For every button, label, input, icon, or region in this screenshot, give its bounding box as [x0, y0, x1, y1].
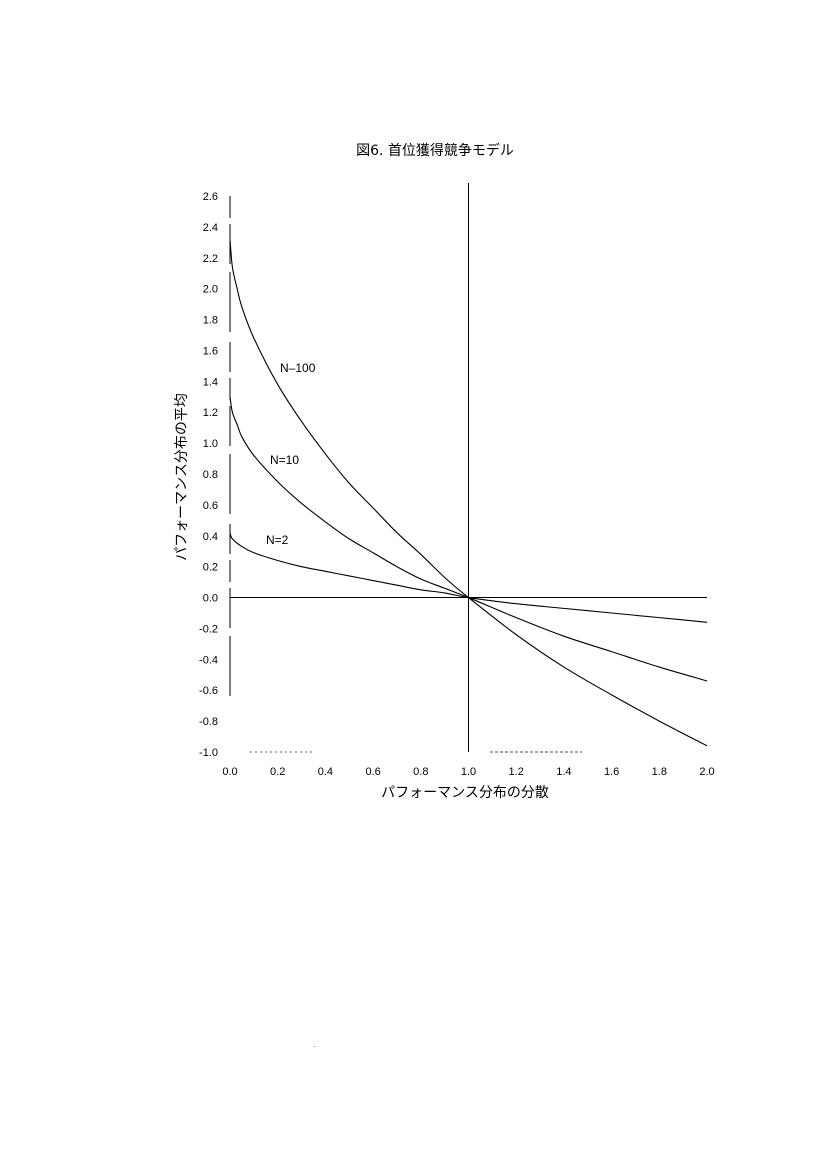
series-curve-n2 — [229, 532, 708, 623]
x-tick-label: 0.6 — [365, 766, 380, 778]
y-tick-label: 2.2 — [203, 253, 218, 265]
y-tick-label: -0.8 — [199, 716, 218, 728]
y-tick-label: -0.4 — [199, 654, 218, 666]
series-label-n100: N–100 — [280, 361, 316, 375]
scan-speck: . — [313, 1040, 316, 1049]
x-tick-label: 2.0 — [699, 766, 714, 778]
y-tick-label: -0.2 — [199, 623, 218, 635]
y-tick-label: 0.0 — [203, 593, 218, 605]
y-tick-label: 0.4 — [203, 531, 218, 543]
x-tick-label: 0.2 — [270, 766, 285, 778]
y-tick-label: 1.6 — [203, 345, 218, 357]
y-tick-label: 0.2 — [203, 562, 218, 574]
x-tick-label: 0.0 — [222, 766, 237, 778]
series-label-n2: N=2 — [266, 533, 289, 547]
x-tick-label: 1.0 — [461, 766, 476, 778]
x-tick-label: 1.6 — [604, 766, 619, 778]
y-tick-label: 0.6 — [203, 500, 218, 512]
y-axis-title: パフォーマンス分布の平均 — [174, 393, 190, 561]
x-tick-label: 1.2 — [509, 766, 524, 778]
series-curves — [229, 239, 708, 747]
y-tick-label: 2.0 — [203, 284, 218, 296]
y-tick-label: 1.8 — [203, 315, 218, 327]
x-tick-label: 1.4 — [556, 766, 571, 778]
y-tick-label: -0.6 — [199, 685, 218, 697]
y-tick-label: 2.4 — [203, 222, 218, 234]
y-tick-label: 1.0 — [203, 438, 218, 450]
y-tick-label: 1.4 — [203, 376, 218, 388]
x-tick-label: 0.8 — [413, 766, 428, 778]
x-axis-title: パフォーマンス分布の分散 — [381, 785, 549, 801]
series-label-n10: N=10 — [270, 453, 299, 467]
y-tick-label: 1.2 — [203, 407, 218, 419]
series-curve-n100 — [229, 239, 708, 747]
x-tick-label: 0.4 — [318, 766, 333, 778]
tick-labels: 2.6 2.4 2.2 2.0 1.8 1.6 1.4 1.2 1.0 0.8 0.6 0.4 0.2 0… — [199, 191, 715, 778]
x-tick-label: 1.8 — [652, 766, 667, 778]
chart-title: 図6. 首位獲得競争モデル — [356, 143, 514, 159]
series-curve-n10 — [229, 396, 708, 682]
y-tick-label: -1.0 — [199, 747, 218, 759]
y-tick-label: 0.8 — [203, 469, 218, 481]
y-tick-label: 2.6 — [203, 191, 218, 203]
axes — [229, 183, 707, 753]
